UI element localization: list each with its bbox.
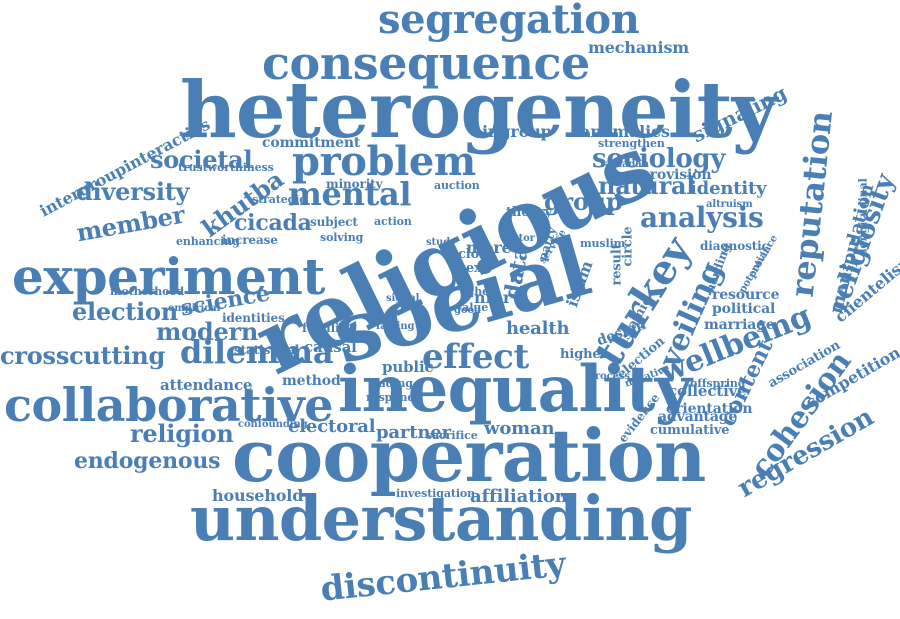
word: strengthen (598, 137, 665, 150)
word: provision (640, 167, 712, 183)
word: analysis (640, 201, 764, 234)
word: dilemma (180, 333, 334, 371)
word: trustworthiness (178, 161, 274, 174)
word: statistical (234, 343, 300, 357)
word: strategic (252, 193, 306, 206)
word: affiliation (470, 486, 568, 507)
word: cumulative (650, 423, 730, 438)
word: altruism (706, 199, 753, 210)
word: anomalies (580, 122, 670, 141)
word: offspring (690, 377, 746, 390)
word: minority (326, 177, 383, 191)
word: crosscutting (0, 341, 165, 370)
word: modern (156, 317, 259, 346)
word: resource (712, 287, 780, 303)
word: investigation (396, 487, 476, 500)
word: diagnostic (700, 239, 769, 253)
word: woman (484, 418, 555, 439)
word: endogenous (74, 448, 221, 474)
word: advantage (658, 409, 738, 425)
word: ramadan (600, 159, 649, 170)
word: mechanism (588, 38, 690, 57)
word: confounding (238, 419, 308, 430)
word: other (462, 285, 495, 298)
word: fertility (302, 321, 352, 335)
word: identities (222, 311, 285, 325)
word: respond (366, 391, 415, 404)
word: more (466, 238, 512, 257)
word: muslim (580, 237, 626, 250)
word: signal (386, 293, 420, 304)
word: process (588, 371, 630, 382)
word: orientation (666, 401, 753, 417)
word: collective (668, 382, 747, 400)
word: election (72, 297, 179, 326)
word: action (374, 215, 412, 228)
word: close (458, 247, 495, 262)
word: theory (506, 205, 553, 220)
word: sacrifice (426, 429, 478, 442)
word: trading (368, 377, 413, 390)
word: reputation (782, 109, 841, 299)
word: household (212, 486, 304, 505)
word: inequality (338, 352, 692, 427)
word: higher (560, 347, 608, 362)
word: factor (502, 233, 535, 244)
word: electoral (288, 416, 376, 437)
word: auction (434, 179, 480, 192)
word: public (382, 358, 434, 376)
word: text (460, 261, 488, 276)
word: empirical (168, 303, 221, 314)
word: enhancing (176, 235, 240, 248)
word: consequence (262, 36, 590, 90)
word: understanding (190, 482, 692, 555)
word: political (712, 301, 776, 317)
word: motherhood (110, 285, 185, 298)
word: longitudinal (856, 178, 870, 253)
word: collaborative (4, 378, 334, 432)
word: religion (130, 419, 234, 448)
word: partner (376, 422, 451, 443)
word: identity (690, 178, 767, 199)
word: ingroup (482, 122, 552, 141)
word: heterogeneity (180, 65, 777, 156)
word: value (456, 301, 489, 314)
word: group (544, 187, 623, 216)
word: segregation (378, 0, 640, 43)
word: societal (150, 145, 253, 174)
word: sociology (592, 144, 726, 174)
word: nihr (474, 288, 512, 307)
word: member (74, 199, 187, 248)
word: solving (320, 231, 364, 244)
word: problem (292, 138, 476, 185)
word: marriage (704, 317, 775, 333)
word: mental (288, 175, 412, 213)
word: health (506, 318, 570, 339)
word: experiment (12, 247, 325, 306)
word: causal (304, 338, 357, 356)
word: cooperation (232, 413, 706, 498)
word: attendance (160, 376, 253, 394)
word: method (282, 373, 341, 389)
word: increase (222, 233, 278, 247)
word: commitment (262, 135, 361, 151)
word: study (426, 237, 456, 248)
word: natural (598, 171, 696, 200)
word: diversity (76, 177, 190, 206)
word: fasting (376, 321, 415, 332)
word: discontinuity (318, 544, 568, 610)
word: subject (310, 215, 358, 229)
word: cicada (234, 210, 312, 236)
word: effect (422, 337, 529, 377)
word: good (454, 305, 481, 316)
